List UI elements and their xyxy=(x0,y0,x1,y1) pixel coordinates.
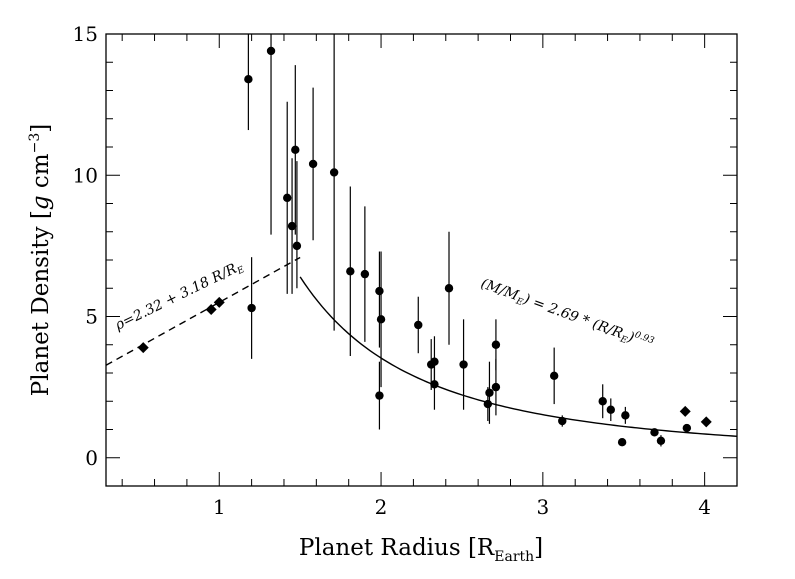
y-axis-label-sup: −3 xyxy=(27,133,43,154)
planet-point xyxy=(360,269,370,279)
gas-fit-curve xyxy=(299,276,738,437)
y-tick-label: 0 xyxy=(85,446,98,470)
planet-point xyxy=(375,391,384,400)
planet-point xyxy=(266,46,276,56)
planet-point xyxy=(283,193,292,203)
solar-system-diamond xyxy=(679,405,691,417)
planet-point xyxy=(244,75,253,84)
planet-point xyxy=(617,438,627,447)
planet-point xyxy=(375,286,384,296)
planet-point xyxy=(414,320,423,330)
planet-point xyxy=(606,405,615,414)
planet-point xyxy=(292,241,302,251)
rocky-fit-label: ρ=2.32 + 3.18 R/RE xyxy=(112,258,247,336)
x-axis-label: Planet Radius [REarth] xyxy=(299,535,543,565)
planet-point xyxy=(621,411,630,420)
planet-point xyxy=(287,221,297,231)
y-tick-label: 5 xyxy=(85,305,98,329)
y-axis-label: Planet Density [g cm−3] xyxy=(27,124,54,396)
planet-point xyxy=(491,340,501,349)
plot-frame xyxy=(105,33,738,487)
x-tick-label: 2 xyxy=(375,495,388,519)
planet-point xyxy=(598,397,607,406)
planet-point xyxy=(558,416,567,426)
planet-point xyxy=(459,360,468,369)
planet-point xyxy=(444,284,454,293)
planet-point xyxy=(247,303,256,313)
planet-point xyxy=(491,382,501,392)
x-tick-label: 1 xyxy=(213,495,226,519)
planet-point xyxy=(682,423,692,433)
x-axis-label-sub: Earth xyxy=(494,549,534,565)
solar-system-diamond xyxy=(700,416,712,428)
x-tick-label: 3 xyxy=(536,495,549,519)
y-tick-label: 15 xyxy=(73,22,98,46)
planet-point xyxy=(483,399,493,409)
planet-point xyxy=(656,436,666,445)
planet-point xyxy=(376,315,386,324)
planet-point xyxy=(650,428,659,437)
y-tick-labels: 0 5 10 15 xyxy=(73,22,98,470)
solar-system-diamond xyxy=(205,303,217,315)
data-points xyxy=(137,34,712,447)
planet-point xyxy=(346,267,355,276)
y-tick-label: 10 xyxy=(73,163,98,187)
gas-fit-label: (M/ME) = 2.69 * (R/RE)0.93 xyxy=(478,275,656,355)
x-tick-label: 4 xyxy=(698,495,711,519)
solar-system-diamond xyxy=(137,342,149,354)
planet-point xyxy=(329,168,339,177)
axis-ticks xyxy=(106,33,738,486)
planet-point xyxy=(430,380,439,389)
solar-system-diamond xyxy=(213,296,225,308)
x-tick-labels: 1 2 3 4 xyxy=(213,495,711,519)
planet-point xyxy=(291,145,300,155)
planet-point xyxy=(549,371,559,381)
planet-point xyxy=(485,388,494,397)
planet-point xyxy=(308,159,318,169)
